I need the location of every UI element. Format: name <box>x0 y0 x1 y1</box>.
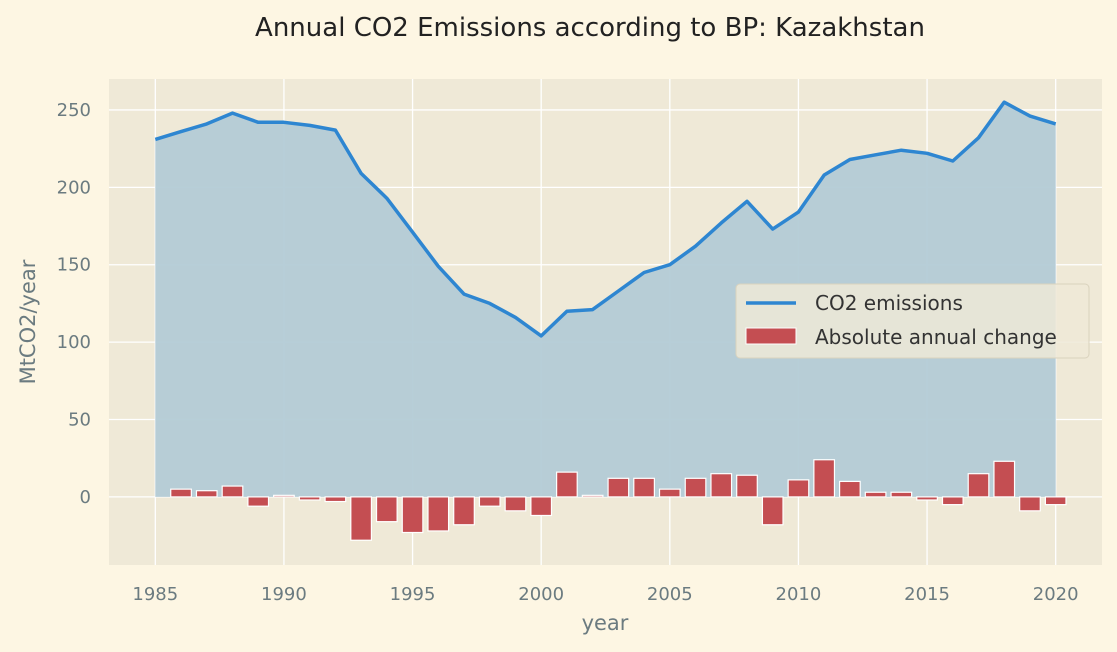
legend: CO2 emissions Absolute annual change <box>735 283 1090 359</box>
change-bar <box>350 496 372 541</box>
x-tick-label: 2000 <box>518 584 564 605</box>
change-bar <box>324 496 347 503</box>
change-bar <box>941 496 964 506</box>
x-tick-label: 2020 <box>1033 584 1079 605</box>
change-bar <box>633 477 655 498</box>
x-tick-label: 2015 <box>904 584 950 605</box>
annual-change-bars <box>170 459 1067 541</box>
x-ticks: 1985 1990 1995 2000 2005 2010 2015 2020 <box>132 584 1078 605</box>
change-bar <box>839 480 861 498</box>
change-bar <box>401 496 424 534</box>
change-bar <box>890 491 913 498</box>
change-bar <box>298 496 321 501</box>
x-axis-label: year <box>582 611 629 635</box>
co2-emissions-area <box>155 102 1056 497</box>
change-bar <box>993 460 1016 498</box>
change-bar <box>736 474 758 498</box>
y-tick-label: 100 <box>57 332 91 353</box>
change-bar <box>607 477 630 498</box>
y-tick-label: 50 <box>68 410 91 431</box>
y-tick-label: 250 <box>57 100 91 121</box>
y-tick-label: 150 <box>57 255 91 276</box>
legend-label-change: Absolute annual change <box>815 325 1057 349</box>
x-tick-label: 1995 <box>390 584 436 605</box>
change-bar <box>427 496 450 532</box>
x-tick-label: 2005 <box>647 584 693 605</box>
change-bar <box>375 496 398 523</box>
change-bar <box>478 496 501 507</box>
change-bar <box>813 459 836 498</box>
y-tick-label: 0 <box>80 487 91 508</box>
x-tick-label: 1990 <box>261 584 307 605</box>
change-bar <box>581 494 604 498</box>
change-bar <box>761 496 784 526</box>
change-bar <box>170 488 192 498</box>
change-bar <box>916 496 938 501</box>
change-bar <box>787 479 810 498</box>
change-bar <box>684 477 707 498</box>
change-bar <box>1044 496 1067 506</box>
chart-title: Annual CO2 Emissions according to BP: Ka… <box>255 13 925 43</box>
y-tick-label: 200 <box>57 177 91 198</box>
change-bar <box>556 471 578 498</box>
change-bar <box>967 473 990 498</box>
legend-box <box>735 283 1090 359</box>
change-bar <box>504 496 527 512</box>
change-bar <box>530 496 553 517</box>
y-ticks: 0 50 100 150 200 250 <box>57 100 91 508</box>
legend-label-emissions: CO2 emissions <box>815 291 963 315</box>
change-bar <box>247 496 270 507</box>
change-bar <box>658 488 681 498</box>
change-bar <box>1019 496 1041 512</box>
change-bar <box>221 485 244 498</box>
co2-emissions-line <box>154 100 1057 338</box>
change-bar <box>195 490 218 498</box>
x-tick-label: 1985 <box>132 584 178 605</box>
x-tick-label: 2010 <box>776 584 822 605</box>
change-bar <box>710 473 733 498</box>
change-bar <box>453 496 475 526</box>
change-bar <box>864 491 887 498</box>
y-axis-label: MtCO2/year <box>16 259 40 384</box>
legend-bar-swatch <box>745 327 797 345</box>
change-bar <box>273 494 295 498</box>
